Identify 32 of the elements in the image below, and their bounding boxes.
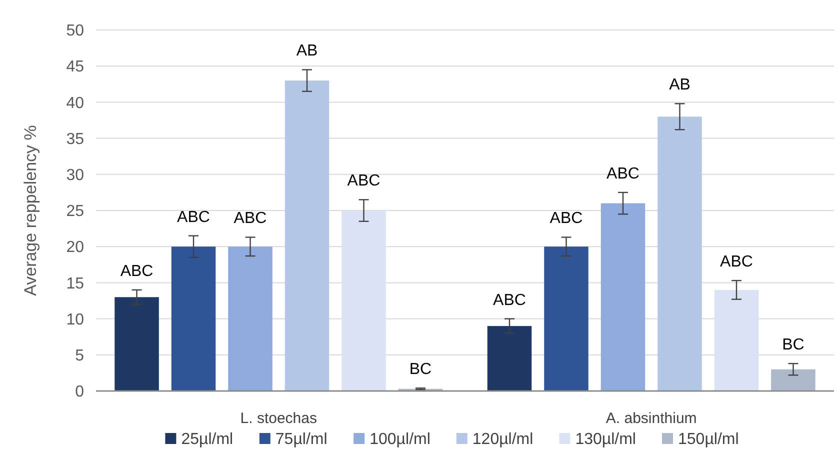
legend-label: 150µl/ml — [678, 431, 739, 448]
data-label: BC — [782, 336, 804, 354]
y-tick-label: 0 — [75, 384, 84, 401]
legend-label: 25µl/ml — [181, 431, 234, 448]
data-label: ABC — [550, 210, 583, 228]
legend-label: 120µl/ml — [472, 431, 534, 448]
legend-label: 75µl/ml — [275, 431, 328, 448]
y-tick-label: 40 — [66, 94, 84, 112]
y-tick-label: 30 — [66, 167, 84, 184]
data-label: ABC — [493, 292, 526, 309]
data-label: BC — [409, 361, 432, 378]
y-tick-label: 20 — [66, 239, 84, 256]
y-axis-title: Average reppelency % — [21, 125, 40, 296]
data-label: AB — [669, 76, 690, 94]
legend-label: 130µl/ml — [575, 431, 636, 448]
y-tick-label: 50 — [66, 22, 84, 40]
y-tick-label: 5 — [75, 348, 84, 364]
y-tick-label: 15 — [66, 275, 84, 292]
data-label: AB — [296, 42, 318, 60]
y-tick-label: 35 — [66, 130, 84, 148]
x-tick-label: A. absinthium — [606, 410, 697, 427]
y-tick-label: 45 — [66, 58, 84, 76]
data-label: ABC — [120, 262, 154, 280]
y-tick-label: 10 — [66, 311, 84, 328]
data-label: ABC — [720, 254, 753, 271]
data-label: ABC — [606, 165, 640, 182]
data-label: ABC — [347, 172, 380, 190]
legend-label: 100µl/ml — [370, 431, 430, 448]
x-tick-label: L. stoechas — [240, 410, 317, 427]
data-label: ABC — [234, 210, 267, 228]
y-tick-label: 25 — [66, 203, 84, 220]
data-label: ABC — [177, 208, 210, 226]
